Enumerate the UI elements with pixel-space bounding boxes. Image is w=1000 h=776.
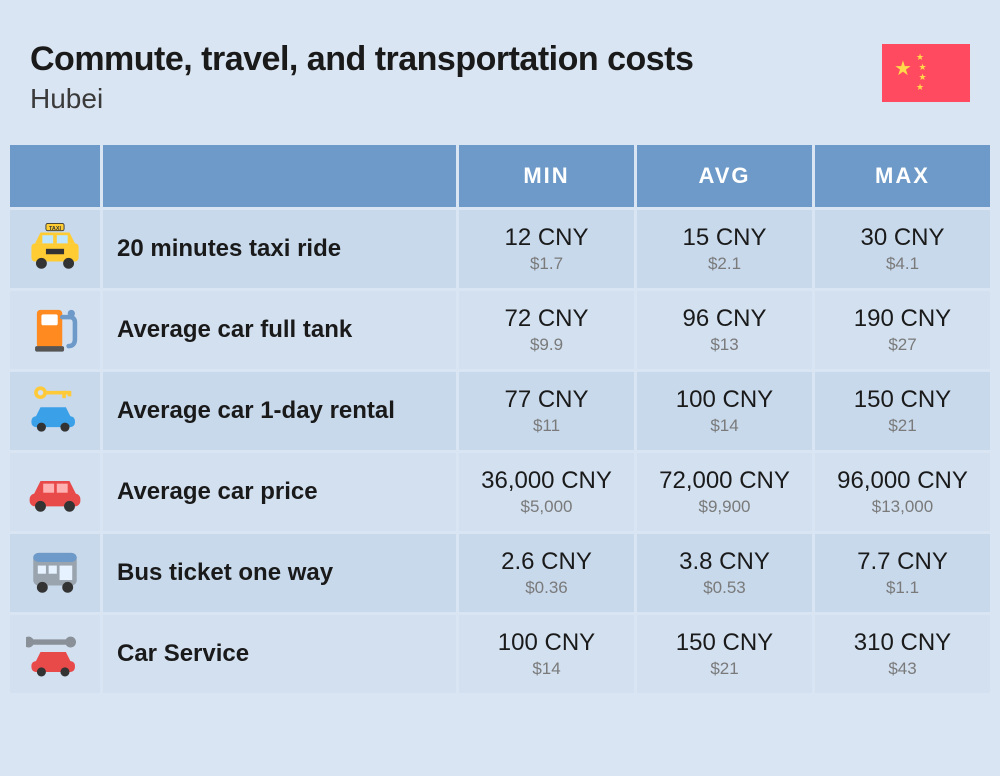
avg-usd: $13	[647, 335, 802, 355]
max-cny: 7.7 CNY	[825, 548, 980, 576]
avg-usd: $14	[647, 416, 802, 436]
table-body: TAXI 20 minutes taxi ride 12 CNY $1.7 15…	[10, 207, 990, 693]
min-usd: $1.7	[469, 254, 624, 274]
row-label: Car Service	[103, 612, 456, 693]
avg-cny: 150 CNY	[647, 629, 802, 657]
page-title: Commute, travel, and transportation cost…	[30, 40, 882, 79]
row-avg: 150 CNY $21	[637, 612, 812, 693]
row-max: 7.7 CNY $1.1	[815, 531, 990, 612]
row-icon-cell	[10, 288, 100, 369]
table-header-row: MIN AVG MAX	[10, 145, 990, 207]
max-usd: $13,000	[825, 497, 980, 517]
min-usd: $9.9	[469, 335, 624, 355]
min-cny: 2.6 CNY	[469, 548, 624, 576]
max-usd: $1.1	[825, 578, 980, 598]
taxi-icon: TAXI	[26, 260, 84, 277]
row-icon-cell	[10, 450, 100, 531]
row-min: 100 CNY $14	[459, 612, 634, 693]
china-flag-icon: ★ ★ ★★	[882, 44, 970, 102]
row-max: 310 CNY $43	[815, 612, 990, 693]
avg-usd: $0.53	[647, 578, 802, 598]
col-min-header: MIN	[459, 145, 634, 207]
avg-usd: $9,900	[647, 497, 802, 517]
avg-usd: $2.1	[647, 254, 802, 274]
min-cny: 36,000 CNY	[469, 467, 624, 495]
max-usd: $27	[825, 335, 980, 355]
col-avg-header: AVG	[637, 145, 812, 207]
avg-cny: 100 CNY	[647, 386, 802, 414]
row-min: 77 CNY $11	[459, 369, 634, 450]
avg-cny: 3.8 CNY	[647, 548, 802, 576]
car-service-icon	[26, 665, 84, 682]
svg-text:TAXI: TAXI	[49, 225, 61, 231]
row-label: Average car full tank	[103, 288, 456, 369]
row-label: 20 minutes taxi ride	[103, 207, 456, 288]
min-usd: $11	[469, 416, 624, 436]
row-min: 12 CNY $1.7	[459, 207, 634, 288]
avg-cny: 72,000 CNY	[647, 467, 802, 495]
avg-cny: 96 CNY	[647, 305, 802, 333]
min-usd: $0.36	[469, 578, 624, 598]
row-max: 30 CNY $4.1	[815, 207, 990, 288]
car-icon	[26, 503, 84, 520]
max-usd: $43	[825, 659, 980, 679]
max-usd: $21	[825, 416, 980, 436]
avg-cny: 15 CNY	[647, 224, 802, 252]
row-min: 2.6 CNY $0.36	[459, 531, 634, 612]
row-label: Average car price	[103, 450, 456, 531]
table-row: Average car full tank 72 CNY $9.9 96 CNY…	[10, 288, 990, 369]
col-icon-header	[10, 145, 100, 207]
table-row: TAXI 20 minutes taxi ride 12 CNY $1.7 15…	[10, 207, 990, 288]
row-max: 150 CNY $21	[815, 369, 990, 450]
min-cny: 12 CNY	[469, 224, 624, 252]
min-cny: 77 CNY	[469, 386, 624, 414]
car-rental-icon	[26, 422, 84, 439]
min-cny: 100 CNY	[469, 629, 624, 657]
col-max-header: MAX	[815, 145, 990, 207]
page-header: Commute, travel, and transportation cost…	[0, 0, 1000, 145]
table-row: Car Service 100 CNY $14 150 CNY $21 310 …	[10, 612, 990, 693]
row-icon-cell	[10, 612, 100, 693]
row-icon-cell	[10, 369, 100, 450]
row-min: 72 CNY $9.9	[459, 288, 634, 369]
max-cny: 310 CNY	[825, 629, 980, 657]
bus-icon	[26, 584, 84, 601]
row-icon-cell: TAXI	[10, 207, 100, 288]
max-usd: $4.1	[825, 254, 980, 274]
table-row: Average car price 36,000 CNY $5,000 72,0…	[10, 450, 990, 531]
max-cny: 30 CNY	[825, 224, 980, 252]
max-cny: 150 CNY	[825, 386, 980, 414]
col-label-header	[103, 145, 456, 207]
page-subtitle: Hubei	[30, 83, 882, 115]
row-max: 190 CNY $27	[815, 288, 990, 369]
avg-usd: $21	[647, 659, 802, 679]
row-avg: 96 CNY $13	[637, 288, 812, 369]
max-cny: 96,000 CNY	[825, 467, 980, 495]
min-cny: 72 CNY	[469, 305, 624, 333]
row-label: Bus ticket one way	[103, 531, 456, 612]
min-usd: $14	[469, 659, 624, 679]
row-avg: 3.8 CNY $0.53	[637, 531, 812, 612]
costs-table: MIN AVG MAX TAXI 20 minutes taxi ride 12…	[7, 145, 993, 693]
title-block: Commute, travel, and transportation cost…	[30, 40, 882, 115]
row-min: 36,000 CNY $5,000	[459, 450, 634, 531]
max-cny: 190 CNY	[825, 305, 980, 333]
row-avg: 100 CNY $14	[637, 369, 812, 450]
fuel-pump-icon	[26, 341, 84, 358]
row-label: Average car 1-day rental	[103, 369, 456, 450]
min-usd: $5,000	[469, 497, 624, 517]
table-row: Bus ticket one way 2.6 CNY $0.36 3.8 CNY…	[10, 531, 990, 612]
row-avg: 15 CNY $2.1	[637, 207, 812, 288]
table-row: Average car 1-day rental 77 CNY $11 100 …	[10, 369, 990, 450]
row-icon-cell	[10, 531, 100, 612]
row-avg: 72,000 CNY $9,900	[637, 450, 812, 531]
row-max: 96,000 CNY $13,000	[815, 450, 990, 531]
flag-small-stars: ★ ★ ★★	[916, 52, 927, 92]
